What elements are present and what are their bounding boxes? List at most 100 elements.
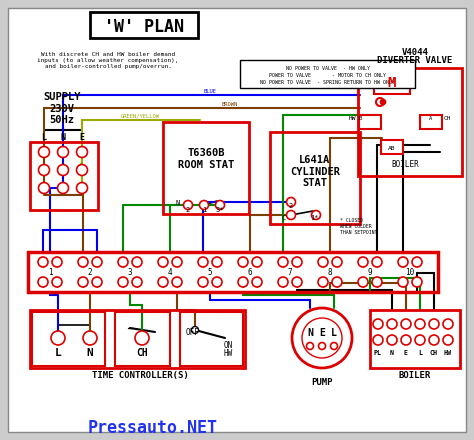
Text: PUMP: PUMP (311, 378, 333, 386)
Bar (420, 115, 442, 129)
Bar (90, 12, 198, 38)
Text: E: E (319, 328, 325, 338)
Text: AB: AB (388, 146, 396, 150)
Circle shape (57, 165, 69, 176)
Bar (358, 68, 462, 176)
Circle shape (358, 257, 368, 267)
Bar (30, 310, 245, 368)
Text: PL: PL (374, 350, 382, 356)
Circle shape (278, 277, 288, 287)
Text: 2: 2 (88, 268, 92, 276)
Bar (374, 72, 410, 94)
Circle shape (132, 257, 142, 267)
Text: N: N (61, 132, 65, 142)
Circle shape (172, 277, 182, 287)
Circle shape (443, 335, 453, 345)
Text: DIVERTER VALVE: DIVERTER VALVE (377, 55, 453, 65)
Text: L: L (331, 328, 337, 338)
Text: A: A (429, 116, 433, 121)
Circle shape (158, 277, 168, 287)
Bar (240, 60, 415, 88)
Circle shape (372, 277, 382, 287)
Text: BLUE: BLUE (203, 88, 217, 94)
Text: Pressauto.NET: Pressauto.NET (88, 419, 218, 437)
Bar (30, 142, 98, 210)
Circle shape (132, 277, 142, 287)
Circle shape (292, 277, 302, 287)
Circle shape (118, 277, 128, 287)
Circle shape (429, 335, 439, 345)
Text: M: M (388, 76, 396, 90)
Text: HW: HW (223, 348, 233, 357)
Bar (163, 122, 249, 214)
Text: V4044: V4044 (401, 48, 428, 56)
Circle shape (381, 99, 385, 105)
Text: B: B (359, 116, 362, 121)
Text: HW: HW (444, 350, 452, 356)
Bar (180, 312, 243, 366)
Circle shape (212, 257, 222, 267)
Text: BOILER: BOILER (399, 370, 431, 379)
Text: 2: 2 (289, 203, 293, 209)
Bar (28, 252, 438, 292)
Text: N: N (307, 328, 313, 338)
Circle shape (191, 326, 199, 334)
Text: BOILER: BOILER (391, 160, 419, 169)
Circle shape (78, 277, 88, 287)
Circle shape (92, 257, 102, 267)
Circle shape (118, 257, 128, 267)
Text: 1: 1 (48, 268, 52, 276)
Bar (270, 132, 360, 224)
Circle shape (311, 210, 320, 220)
Text: HW: HW (348, 116, 356, 121)
Text: E: E (80, 132, 84, 142)
Text: BROWN: BROWN (222, 102, 238, 106)
Circle shape (212, 277, 222, 287)
Text: CH: CH (430, 350, 438, 356)
Text: E: E (404, 350, 408, 356)
Text: With discrete CH and HW boiler demand
inputs (to allow weather compensation),
an: With discrete CH and HW boiler demand in… (37, 52, 179, 69)
Circle shape (401, 319, 411, 329)
Circle shape (216, 201, 225, 209)
Text: L: L (55, 348, 61, 358)
Circle shape (238, 257, 248, 267)
Circle shape (38, 277, 48, 287)
Circle shape (330, 342, 337, 349)
Circle shape (38, 257, 48, 267)
Circle shape (57, 183, 69, 194)
Text: N: N (87, 348, 93, 358)
Circle shape (200, 201, 209, 209)
Circle shape (373, 335, 383, 345)
Text: 8: 8 (328, 268, 332, 276)
Circle shape (372, 257, 382, 267)
Text: N: N (390, 350, 394, 356)
Circle shape (412, 277, 422, 287)
Text: 7: 7 (288, 268, 292, 276)
Circle shape (252, 257, 262, 267)
Text: 'W' PLAN: 'W' PLAN (104, 18, 184, 36)
Text: 1: 1 (202, 207, 206, 213)
Bar (370, 310, 460, 368)
Text: 6: 6 (248, 268, 252, 276)
Circle shape (38, 183, 49, 194)
Circle shape (158, 257, 168, 267)
Text: ON: ON (223, 341, 233, 349)
Circle shape (286, 210, 295, 220)
Text: L: L (42, 132, 46, 142)
Circle shape (401, 335, 411, 345)
Text: TIME CONTROLLER(S): TIME CONTROLLER(S) (91, 370, 188, 379)
Circle shape (319, 342, 326, 349)
Circle shape (358, 277, 368, 287)
Text: NO POWER TO VALVE  - SPRING RETURN TO HW ONLY: NO POWER TO VALVE - SPRING RETURN TO HW … (261, 80, 395, 84)
Circle shape (373, 319, 383, 329)
Text: NO POWER TO VALVE  - HW ONLY: NO POWER TO VALVE - HW ONLY (286, 66, 370, 70)
Circle shape (286, 198, 295, 206)
Circle shape (135, 331, 149, 345)
Circle shape (412, 257, 422, 267)
Circle shape (252, 277, 262, 287)
Circle shape (443, 319, 453, 329)
Text: SUPPLY
230V
50Hz: SUPPLY 230V 50Hz (43, 92, 81, 125)
Circle shape (278, 257, 288, 267)
Circle shape (302, 318, 342, 358)
Text: C: C (282, 215, 286, 221)
